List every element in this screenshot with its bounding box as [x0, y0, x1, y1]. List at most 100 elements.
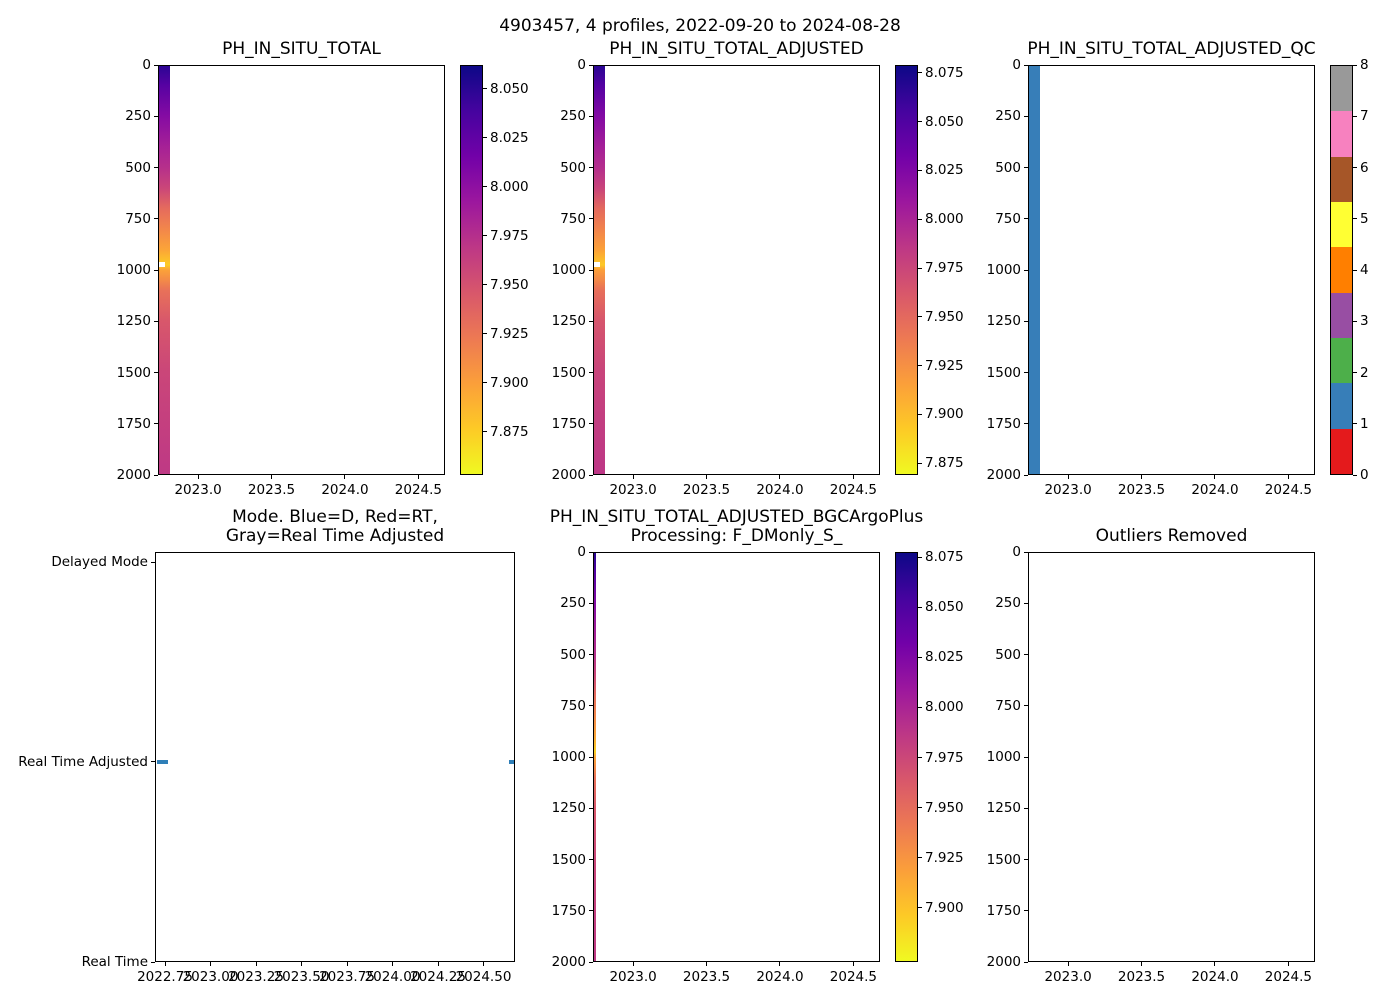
- y-tick-mark: [1024, 320, 1028, 322]
- x-tick-mark: [1141, 475, 1143, 479]
- heatmap-strip-ph-in-situ-total: [158, 65, 170, 475]
- y-tick-mark: [154, 269, 158, 271]
- y-tick-label: 2000: [551, 467, 586, 483]
- y-tick-label: 500: [995, 646, 1021, 663]
- profile-marker: [509, 759, 515, 764]
- colorbar-segment-5: [1331, 201, 1352, 248]
- axes-box-ph-in-situ-total: [158, 65, 445, 475]
- y-tick-mark: [1024, 167, 1028, 168]
- colorbar-tick-label: 2: [1360, 364, 1369, 381]
- y-tick-label: 250: [995, 595, 1021, 612]
- x-tick-mark: [1214, 962, 1216, 966]
- colorbar-tick-mark: [918, 462, 922, 464]
- subplot-title-ph-in-situ-total-adjusted-bgcargoplus: PH_IN_SITU_TOTAL_ADJUSTED_BGCArgoPlus Pr…: [549, 507, 924, 546]
- colorbar-tick-mark: [483, 137, 487, 139]
- colorbar-tick-label: 7.875: [490, 423, 529, 440]
- y-tick-label: 500: [995, 159, 1021, 176]
- y-tick-label: 0: [142, 57, 151, 73]
- colorbar-tick-label: 7.925: [925, 357, 964, 374]
- x-tick-label: 2024.5: [829, 482, 878, 498]
- y-tick-label: 250: [560, 595, 586, 612]
- colorbar-segment-8: [1331, 66, 1352, 112]
- colorbar-tick-label: 8.050: [490, 80, 529, 97]
- colorbar-tick-mark: [918, 757, 922, 758]
- axes-box-ph-in-situ-total-adjusted: [593, 65, 880, 475]
- y-tick-mark: [589, 859, 593, 860]
- y-tick-mark: [154, 115, 158, 117]
- colorbar-tick-label: 7.875: [925, 455, 964, 472]
- y-tick-mark: [151, 961, 155, 963]
- y-tick-mark: [589, 423, 593, 425]
- y-tick-mark: [589, 654, 593, 655]
- y-tick-mark: [589, 705, 593, 707]
- y-tick-label: 0: [577, 544, 586, 560]
- colorbar-tick-label: 7.950: [490, 276, 529, 293]
- x-tick-label: 2022.75: [137, 969, 193, 985]
- y-tick-mark: [589, 115, 593, 117]
- y-tick-label: 2000: [551, 954, 586, 970]
- colorbar-tick-mark: [483, 186, 487, 188]
- colorbar-tick-mark: [918, 606, 922, 608]
- colorbar-segment-4: [1331, 247, 1352, 293]
- colorbar-tick-mark: [1353, 115, 1357, 117]
- y-tick-label: 1750: [986, 902, 1021, 919]
- qc-strip: [1028, 65, 1040, 475]
- colorbar-tick-mark: [483, 88, 487, 90]
- y-tick-label: 1000: [986, 749, 1021, 765]
- colorbar-tick-label: 5: [1360, 210, 1369, 227]
- colorbar-tick-label: 7.925: [490, 325, 529, 342]
- y-tick-mark: [154, 423, 158, 425]
- y-tick-label: 750: [995, 210, 1021, 227]
- y-tick-label: 2000: [986, 954, 1021, 970]
- colorbar-tick-mark: [1353, 423, 1357, 425]
- colorbar-tick-mark: [1353, 64, 1357, 66]
- y-tick-label: 1500: [551, 364, 586, 381]
- y-tick-mark: [154, 372, 158, 373]
- y-tick-mark: [589, 320, 593, 322]
- colorbar-tick-mark: [918, 169, 922, 171]
- colorbar-tick-mark: [483, 235, 487, 237]
- y-tick-mark: [589, 269, 593, 271]
- colorbar-tick-label: 7.950: [925, 308, 964, 325]
- y-tick-label: 1250: [551, 800, 586, 817]
- x-tick-mark: [210, 962, 211, 966]
- y-tick-mark: [1024, 961, 1028, 963]
- colorbar-tick-label: 7.925: [925, 849, 964, 866]
- x-tick-label: 2023.5: [247, 482, 296, 498]
- colorbar-tick-mark: [483, 333, 487, 335]
- x-tick-mark: [437, 962, 439, 966]
- y-tick-label: 2000: [116, 467, 151, 483]
- colorbar-tick-label: 0: [1360, 467, 1369, 483]
- y-tick-mark: [1024, 807, 1028, 809]
- y-tick-label: 750: [125, 210, 151, 227]
- subplot-title-ph-in-situ-total-adjusted: PH_IN_SITU_TOTAL_ADJUSTED: [609, 39, 864, 59]
- y-tick-mark: [151, 761, 155, 763]
- y-tick-mark: [1024, 218, 1028, 220]
- y-tick-label: Real Time: [81, 954, 148, 970]
- y-tick-label: 1500: [986, 851, 1021, 868]
- y-tick-label: 750: [995, 697, 1021, 714]
- colorbar-tick-label: 7.900: [490, 374, 529, 391]
- x-tick-label: 2024.0: [321, 482, 369, 498]
- heatmap-strip-ph-in-situ-total-adjusted: [593, 65, 605, 475]
- x-tick-label: 2024.50: [455, 969, 512, 985]
- y-tick-label: 500: [125, 159, 151, 176]
- y-tick-mark: [589, 910, 593, 912]
- colorbar-tick-label: 7.975: [925, 749, 964, 766]
- y-tick-label: 1250: [986, 800, 1021, 817]
- y-tick-label: 750: [560, 210, 586, 227]
- x-tick-mark: [852, 962, 854, 966]
- x-tick-label: 2024.5: [1264, 482, 1313, 498]
- y-tick-mark: [1024, 705, 1028, 707]
- missing-data-gap: [593, 261, 600, 267]
- y-tick-mark: [154, 474, 158, 476]
- colorbar-tick-label: 1: [1360, 415, 1369, 432]
- y-tick-mark: [589, 756, 593, 758]
- colorbar-tick-label: 7.975: [925, 260, 964, 277]
- y-tick-mark: [589, 372, 593, 373]
- y-tick-label: 750: [560, 697, 586, 714]
- y-tick-label: 1250: [986, 313, 1021, 330]
- y-tick-mark: [154, 64, 158, 66]
- colorbar-tick-mark: [918, 857, 922, 859]
- y-tick-label: 0: [1012, 57, 1021, 73]
